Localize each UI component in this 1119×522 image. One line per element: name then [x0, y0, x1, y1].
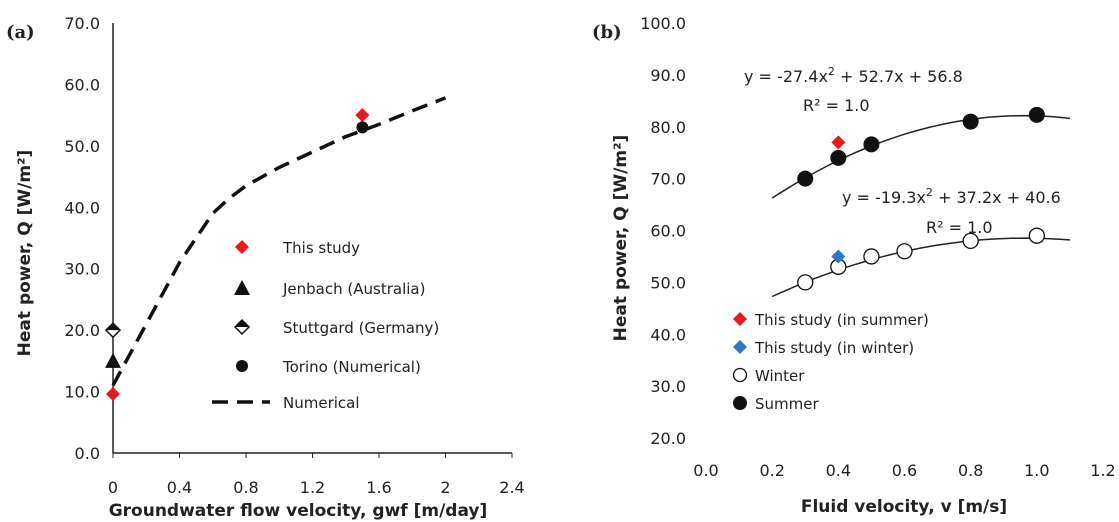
- panel-a-x-tick-label: 0.4: [167, 478, 192, 497]
- summer-point: [1028, 106, 1045, 123]
- panel-a-x-tick-label: 0: [108, 478, 118, 497]
- legend-swatch-jenbach-australia: [234, 280, 250, 295]
- legend-swatch-winter: [732, 367, 748, 383]
- summer-fit-equation: y = -27.4x2 + 52.7x + 56.8: [744, 65, 963, 86]
- legend-label-numerical: Numerical: [283, 394, 360, 412]
- panel-a-y-tick-label: 70.0: [64, 14, 100, 33]
- panel-a-ticks: 0 0.4 0.8 1.2 1.6 2 2.4 0.0 10.0 20.0 30.0 40.0 50.0…: [64, 14, 524, 497]
- panel-a-y-tick-label: 10.0: [64, 383, 100, 402]
- panel-a-y-tick-label: 50.0: [64, 137, 100, 156]
- legend-swatch-stuttgard-germany: [233, 318, 251, 336]
- jenbach-australia-point: [105, 352, 121, 368]
- panel-b-y-tick-label: 60.0: [650, 222, 686, 241]
- panel-b-x-axis-title: Fluid velocity, v [m/s]: [801, 497, 1007, 517]
- panel-b-label: (b): [592, 22, 622, 43]
- panel-a-x-tick-label: 2.4: [499, 478, 524, 497]
- legend-label-this-study-in-winter: This study (in winter): [754, 339, 914, 357]
- stuttgard-germany-point: [104, 322, 122, 339]
- winter-fit-equation: y = -19.3x2 + 37.2x + 40.6: [842, 186, 1061, 207]
- summer-point: [863, 136, 880, 153]
- numerical-curve: [111, 96, 447, 387]
- winter-point: [863, 248, 880, 265]
- summer-point: [797, 170, 814, 187]
- panel-a-x-tick-label: 0.8: [233, 478, 258, 497]
- panel-b-x-tick-label: 0.8: [958, 461, 983, 480]
- panel-b-x-tick-label: 0.6: [892, 461, 917, 480]
- panel-a-y-tick-label: 30.0: [64, 260, 100, 279]
- panel-b-y-tick-label: 70.0: [650, 170, 686, 189]
- panel-b-y-axis-title: Heat power, Q [W/m²]: [611, 135, 631, 342]
- panel-b-y-tick-label: 90.0: [650, 66, 686, 85]
- winter-fit-curve: [771, 237, 1070, 298]
- panel-a-legend: This study Jenbach (Australia) Stuttgard (…: [212, 239, 439, 412]
- legend-label-this-study-in-summer: This study (in summer): [754, 311, 929, 329]
- panel-b-y-tick-label: 100.0: [640, 14, 686, 33]
- panel-b-y-tick-label: 30.0: [650, 377, 686, 396]
- legend-swatch-this-study: [235, 240, 249, 254]
- this-study-point: [106, 387, 120, 402]
- panel-b-fit-lines: [771, 114, 1070, 298]
- panel-b-y-tick-label: 20.0: [650, 429, 686, 448]
- winter-point: [896, 243, 913, 260]
- summer-fit-r2: R² = 1.0: [803, 96, 870, 115]
- panel-a-x-axis-title: Groundwater flow velocity, gwf [m/day]: [109, 501, 488, 521]
- panel-b-y-tick-label: 80.0: [650, 118, 686, 137]
- legend-label-jenbach-australia: Jenbach (Australia): [282, 280, 425, 298]
- panel-a-y-tick-label: 20.0: [64, 321, 100, 340]
- panel-b-points: [797, 106, 1045, 291]
- legend-swatch-this-study-in-winter: [733, 340, 747, 354]
- panel-a-y-tick-label: 0.0: [75, 444, 100, 463]
- legend-swatch-summer: [733, 396, 747, 410]
- torino-numerical-point: [356, 121, 369, 134]
- winter-point: [1028, 227, 1045, 244]
- panel-a-y-axis-title: Heat power, Q [W/m²]: [15, 150, 35, 357]
- winter-point: [797, 274, 814, 291]
- this-study-in-summer-point: [831, 135, 846, 150]
- panel-b-equations: y = -27.4x2 + 52.7x + 56.8 R² = 1.0 y = …: [744, 65, 1061, 237]
- panel-b-y-tick-label: 50.0: [650, 273, 686, 292]
- panel-a-x-tick-label: 1.6: [366, 478, 391, 497]
- panel-a-points: [104, 108, 370, 402]
- panel-a-label: (a): [6, 22, 35, 43]
- this-study-point: [355, 108, 370, 123]
- legend-label-torino-numerical: Torino (Numerical): [282, 358, 421, 376]
- panel-a-y-tick-label: 60.0: [64, 75, 100, 94]
- panel-b-x-tick-label: 0.4: [826, 461, 851, 480]
- summer-point: [962, 113, 979, 130]
- panel-b-x-tick-label: 1.2: [1090, 461, 1115, 480]
- panel-b-y-tick-label: 40.0: [650, 325, 686, 344]
- panel-a-x-tick-label: 1.2: [300, 478, 325, 497]
- panel-a-y-tick-label: 40.0: [64, 198, 100, 217]
- panel-b-ticks: 0.0 0.2 0.4 0.6 0.8 1.0 1.2 20.0 30.0 40.0 50.0 60.…: [640, 14, 1116, 480]
- panel-b-legend: This study (in summer) This study (in win…: [732, 311, 929, 413]
- panel-a-chart: (a) 0 0.4 0.8 1.2 1.6 2 2.4 0.0 10.0 20.0 30.0 40.0…: [6, 14, 525, 521]
- winter-fit-r2: R² = 1.0: [926, 218, 993, 237]
- winter-point: [962, 232, 979, 250]
- summer-fit-curve: [771, 114, 1070, 199]
- legend-swatch-this-study-in-summer: [733, 312, 747, 326]
- panel-b-x-tick-label: 0.0: [693, 461, 718, 480]
- legend-label-summer: Summer: [755, 395, 819, 413]
- this-study-in-winter-point: [831, 249, 846, 264]
- panel-b-chart: (b) 0.0 0.2 0.4 0.6 0.8 1.0 1.2 20.0 30.0 40.0 50.…: [592, 14, 1116, 517]
- summer-point: [830, 149, 847, 166]
- panel-a-x-tick-label: 2: [440, 478, 450, 497]
- legend-label-this-study: This study: [282, 239, 360, 257]
- panel-b-x-tick-label: 0.2: [759, 461, 784, 480]
- panel-b-x-tick-label: 1.0: [1024, 461, 1049, 480]
- legend-swatch-torino-numerical: [236, 360, 248, 372]
- legend-label-winter: Winter: [755, 367, 805, 385]
- legend-label-stuttgard-germany: Stuttgard (Germany): [283, 319, 439, 337]
- panel-a-lines: [111, 96, 447, 387]
